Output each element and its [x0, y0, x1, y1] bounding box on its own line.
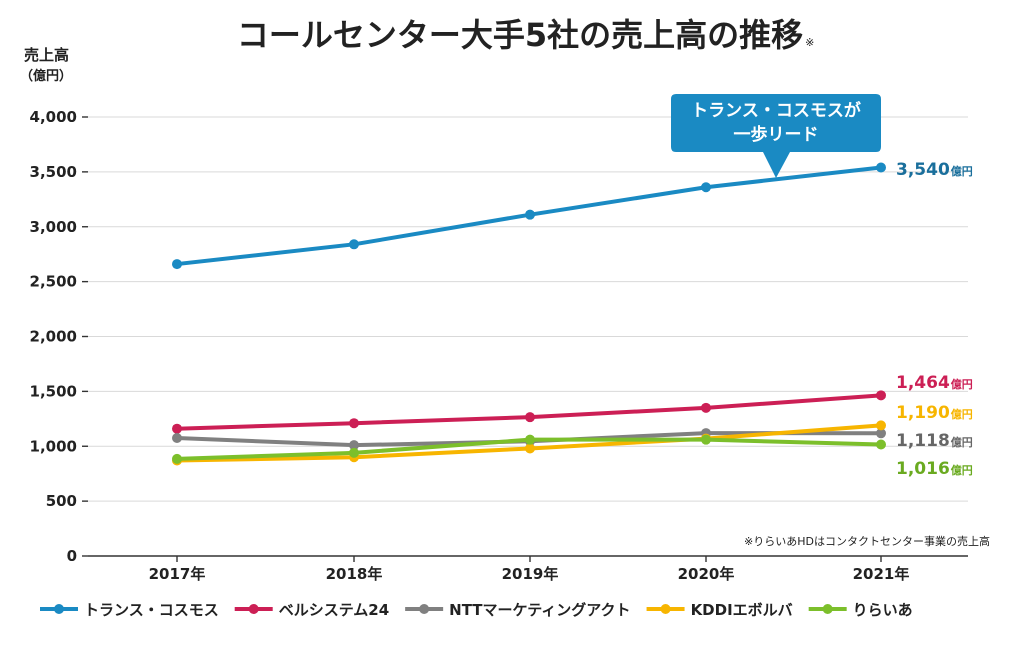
- data-point: [172, 423, 182, 434]
- gridlines: [82, 116, 968, 557]
- end-value-label: 1,016億円: [896, 459, 973, 479]
- callout-text-line1: トランス・コスモスが: [691, 100, 861, 121]
- callout-text-line2: 一歩リード: [734, 124, 819, 145]
- data-point: [349, 239, 359, 250]
- legend-label: NTTマーケティングアクト: [449, 601, 630, 619]
- series-lines: [172, 162, 886, 466]
- legend-label: ベルシステム24: [279, 601, 389, 619]
- data-point: [525, 434, 535, 445]
- data-point: [876, 390, 886, 401]
- x-tick-label: 2019年: [502, 565, 559, 583]
- legend-item-1: トランス・コスモス: [40, 601, 219, 619]
- end-value-label: 1,464億円: [896, 373, 973, 393]
- data-point: [349, 440, 359, 451]
- y-tick-label: 500: [46, 492, 77, 510]
- data-point: [701, 402, 711, 413]
- legend-swatch-dot: [419, 604, 430, 614]
- y-tick-label: 2,000: [30, 328, 77, 346]
- x-tick-labels: 2017年 2018年 2019年 2020年 2021年: [149, 556, 910, 583]
- legend-item-5: りらいあ: [808, 601, 913, 619]
- callout-shape: [671, 94, 881, 178]
- legend-item-4: KDDIエボルバ: [646, 601, 793, 619]
- data-point: [349, 447, 359, 458]
- data-point: [876, 420, 886, 431]
- chart-title-note-mark: ※: [805, 36, 814, 49]
- data-point: [525, 412, 535, 423]
- y-tick-label: 3,000: [30, 218, 77, 236]
- end-value-label: 1,190億円: [896, 403, 973, 423]
- end-value-labels: 3,540億円 1,464億円 1,118億円 1,190億円 1,016億円: [896, 160, 973, 479]
- callout-bubble: トランス・コスモスが 一歩リード: [671, 94, 881, 178]
- end-value-label: 3,540億円: [896, 160, 973, 180]
- data-point: [701, 434, 711, 445]
- data-point: [172, 259, 182, 270]
- data-point: [876, 428, 886, 439]
- y-tick-label: 1,500: [30, 382, 77, 400]
- data-point: [525, 209, 535, 220]
- x-tick-label: 2018年: [326, 565, 383, 583]
- series-line-2: [175, 393, 883, 431]
- y-tick-label: 4,000: [30, 108, 77, 126]
- y-tick-label: 3,500: [30, 163, 77, 181]
- legend-label: りらいあ: [853, 601, 913, 619]
- x-tick-label: 2020年: [678, 565, 735, 583]
- data-point: [525, 443, 535, 454]
- legend-label: トランス・コスモス: [84, 601, 219, 619]
- data-point: [172, 453, 182, 464]
- y-tick-label: 0: [67, 547, 77, 565]
- x-tick-label: 2017年: [149, 565, 206, 583]
- footnote: ※りらいあHDはコンタクトセンター事業の売上高: [744, 534, 990, 548]
- data-point: [701, 182, 711, 193]
- y-axis-label: 売上高: [24, 46, 69, 64]
- legend-item-2: ベルシステム24: [234, 601, 389, 619]
- data-point: [876, 162, 886, 173]
- legend-swatch-dot: [248, 604, 259, 614]
- chart-title: コールセンター大手5社の売上高の推移: [237, 16, 803, 54]
- y-tick-labels: 0 500 1,000 1,500 2,000 2,500 3,000 3,500 4,000: [30, 108, 77, 565]
- legend-swatch-dot: [54, 604, 64, 614]
- y-tick-label: 1,000: [30, 437, 77, 455]
- legend-swatch-dot: [822, 604, 833, 614]
- end-value-label: 1,118億円: [896, 431, 973, 451]
- data-point: [172, 433, 182, 444]
- y-tick-label: 2,500: [30, 273, 77, 291]
- legend-item-3: NTTマーケティングアクト: [405, 601, 631, 619]
- legend-label: KDDIエボルバ: [691, 601, 793, 619]
- y-axis-unit: （億円）: [20, 68, 72, 84]
- legend: トランス・コスモス ベルシステム24 NTTマーケティングアクト KDDIエボルバ りら…: [40, 601, 913, 619]
- x-tick-label: 2021年: [853, 565, 910, 583]
- data-point: [876, 439, 886, 450]
- data-point: [349, 418, 359, 429]
- legend-swatch-dot: [660, 604, 671, 614]
